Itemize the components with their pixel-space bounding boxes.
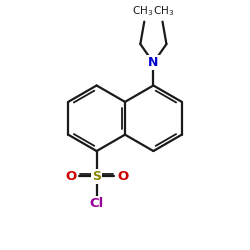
Text: Cl: Cl	[90, 197, 104, 210]
Text: CH$_3$: CH$_3$	[153, 4, 174, 18]
Text: CH$_3$: CH$_3$	[132, 4, 154, 18]
Text: O: O	[65, 170, 76, 182]
Text: O: O	[117, 170, 128, 182]
Text: S: S	[92, 170, 101, 182]
Text: N: N	[148, 56, 158, 69]
